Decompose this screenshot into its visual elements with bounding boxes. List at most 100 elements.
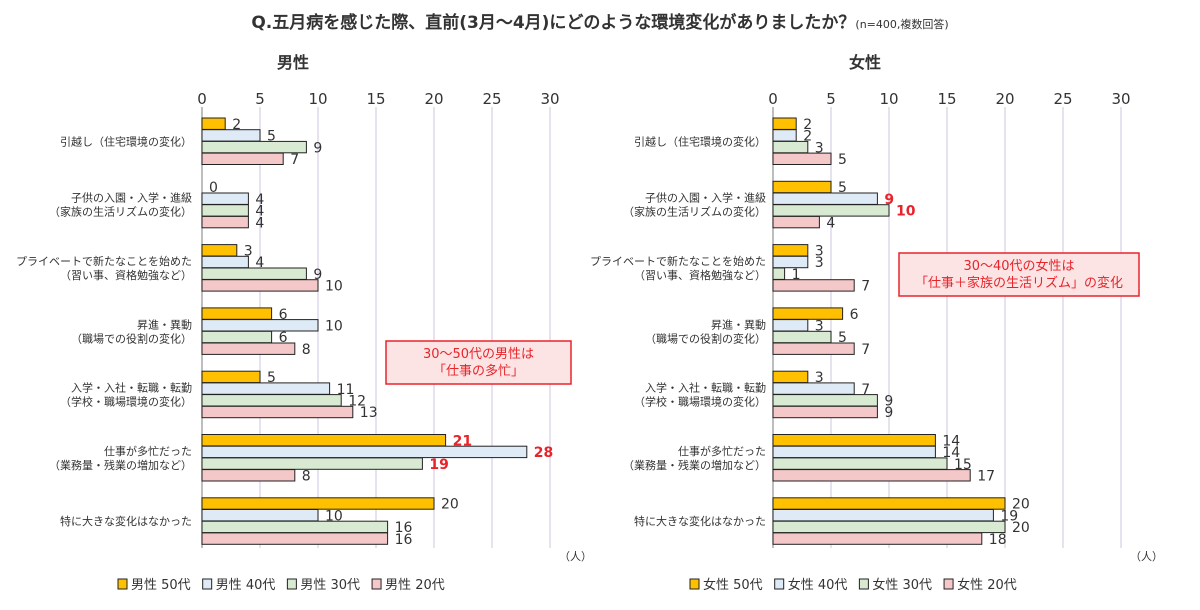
question-text: Q.五月病を感じた際、直前(3月～4月)にどのような環境変化がありましたか？ — [251, 13, 856, 33]
data-label: 19 — [1000, 508, 1018, 524]
tick-label: 15 — [937, 90, 956, 108]
bar — [772, 509, 994, 522]
data-label: 5 — [267, 370, 276, 386]
data-label: 6 — [279, 330, 288, 346]
bar — [201, 469, 296, 482]
bar — [201, 497, 435, 510]
data-label: 19 — [429, 457, 448, 473]
legend-swatch — [689, 578, 700, 590]
page-title: Q.五月病を感じた際、直前(3月～4月)にどのような環境変化がありましたか？(n… — [0, 8, 1200, 33]
legend-label: 女性 40代 — [788, 577, 848, 593]
data-label: 8 — [302, 469, 311, 485]
bar — [201, 330, 273, 344]
data-label: 6 — [850, 307, 859, 323]
data-label: 9 — [884, 394, 893, 410]
data-label: 12 — [348, 394, 366, 410]
panel-title: 男性 — [277, 53, 309, 72]
category-label: 仕事が多忙だった — [104, 444, 192, 458]
tick-label: 20 — [995, 90, 1014, 108]
category-label: 仕事が多忙だった — [678, 444, 766, 458]
category-label: 特に大きな変化はなかった — [634, 514, 766, 528]
legend-label: 女性 30代 — [872, 577, 932, 593]
bar — [772, 497, 1006, 510]
legend-swatch — [117, 578, 128, 590]
data-label: 7 — [861, 342, 870, 358]
data-label: 5 — [838, 152, 847, 168]
legend-swatch — [774, 578, 785, 590]
data-label: 14 — [942, 433, 960, 449]
data-label: 20 — [441, 497, 459, 513]
data-label: 4 — [826, 215, 835, 231]
legend-label: 女性 50代 — [703, 577, 763, 593]
tick-label: 25 — [482, 90, 501, 108]
legend-label: 男性 20代 — [385, 578, 445, 593]
data-label: 15 — [954, 457, 972, 473]
bar — [772, 204, 890, 217]
bar — [201, 129, 261, 142]
bar — [772, 405, 878, 419]
data-label: 13 — [360, 405, 378, 421]
bar — [772, 457, 948, 470]
data-label: 2 — [803, 129, 812, 145]
bar — [772, 140, 809, 154]
callout-text: 30～50代の男性は — [423, 347, 534, 362]
bar — [201, 307, 273, 320]
data-label: 7 — [861, 279, 870, 295]
category-label: （習い事、資格勉強など） — [634, 268, 766, 282]
bar — [201, 382, 331, 395]
bar — [772, 382, 855, 395]
data-label: 1 — [792, 267, 801, 283]
data-label: 21 — [453, 433, 472, 449]
bar — [201, 192, 249, 205]
bar — [201, 117, 226, 130]
category-label: 特に大きな変化はなかった — [60, 514, 192, 528]
bar — [772, 244, 809, 257]
bar — [772, 279, 855, 292]
legend-label: 女性 20代 — [957, 577, 1017, 593]
bar — [772, 394, 878, 407]
bar — [201, 509, 319, 522]
bar — [772, 152, 832, 166]
bar — [772, 469, 971, 482]
data-label: 0 — [209, 180, 218, 196]
data-label: 28 — [534, 445, 553, 461]
data-label: 5 — [267, 129, 276, 145]
data-label: 3 — [815, 319, 824, 335]
tick-label: 5 — [255, 90, 265, 108]
unit-label: （人） — [559, 550, 592, 563]
data-label: 2 — [232, 117, 241, 133]
data-label: 10 — [325, 279, 343, 295]
legend-swatch — [202, 578, 213, 590]
data-label: 10 — [325, 508, 343, 524]
data-label: 7 — [861, 382, 870, 398]
category-label: （職場での役割の変化） — [71, 331, 192, 345]
data-label: 8 — [302, 342, 311, 358]
category-label: プライベートで新たなことを始めた — [16, 254, 192, 268]
callout-text: 30～40代の女性は — [963, 258, 1074, 274]
data-label: 11 — [337, 382, 355, 398]
legend-swatch — [371, 578, 382, 590]
tick-label: 5 — [826, 90, 836, 108]
data-label: 4 — [255, 192, 264, 208]
callout-text: 「仕事の多忙」 — [433, 363, 524, 379]
bar — [201, 370, 261, 384]
legend-label: 男性 40代 — [216, 578, 276, 593]
bar — [201, 394, 342, 407]
bar — [201, 204, 249, 217]
bar — [201, 445, 528, 459]
data-label: 3 — [244, 244, 253, 260]
data-label: 18 — [989, 532, 1007, 548]
data-label: 4 — [255, 255, 264, 271]
bar — [772, 129, 797, 142]
bar — [772, 434, 936, 447]
category-label: プライベートで新たなことを始めた — [590, 254, 766, 268]
data-label: 7 — [290, 152, 299, 168]
legend-swatch — [286, 578, 297, 590]
data-label: 6 — [279, 307, 288, 323]
category-label: 昇進・異動 — [711, 317, 766, 331]
data-label: 10 — [325, 319, 343, 335]
tick-label: 15 — [366, 90, 385, 108]
tick-label: 0 — [768, 90, 778, 108]
data-label: 4 — [255, 204, 264, 220]
